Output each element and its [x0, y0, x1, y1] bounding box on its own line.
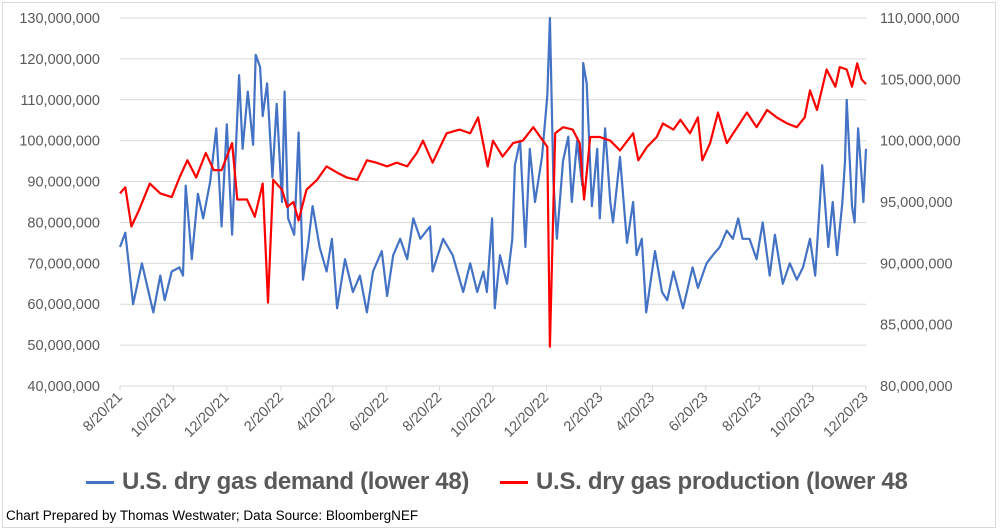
left-y-tick-label: 70,000,000 [27, 256, 100, 272]
x-tick-label: 12/20/23 [821, 390, 872, 441]
legend-item-production: U.S. dry gas production (lower 48 [500, 468, 908, 496]
left-y-tick-label: 50,000,000 [27, 338, 100, 354]
source-note: Chart Prepared by Thomas Westwater; Data… [6, 508, 419, 523]
left-y-tick-label: 90,000,000 [27, 175, 100, 191]
right-y-tick-label: 85,000,000 [880, 318, 953, 334]
demand-series-line [118, 16, 868, 314]
right-y-tick-label: 105,000,000 [880, 72, 961, 88]
left-y-tick-label: 100,000,000 [19, 134, 100, 150]
x-tick-label: 8/20/23 [719, 390, 765, 436]
left-y-tick-label: 110,000,000 [20, 93, 100, 109]
right-y-tick-label: 90,000,000 [880, 256, 953, 272]
x-tick-label: 6/20/22 [346, 390, 392, 436]
legend-swatch-production [500, 480, 528, 484]
left-y-tick-label: 130,000,000 [19, 11, 100, 27]
right-y-tick-label: 100,000,000 [880, 134, 961, 150]
x-tick-label: 2/20/23 [561, 390, 607, 436]
x-tick-label: 10/20/21 [128, 390, 179, 441]
x-tick-label: 8/20/21 [80, 390, 126, 436]
legend: U.S. dry gas demand (lower 48) U.S. dry … [0, 468, 1000, 502]
left-y-tick-label: 40,000,000 [27, 379, 100, 395]
legend-label-demand: U.S. dry gas demand (lower 48) [122, 468, 470, 495]
x-tick-label: 6/20/23 [666, 390, 712, 436]
x-tick-label: 8/20/22 [400, 390, 446, 436]
x-tick-label: 10/20/23 [767, 390, 818, 441]
x-axis: 8/20/21 10/20/21 12/20/21 2/20/22 4/20/22 6/2… [80, 386, 872, 441]
x-tick-label: 4/20/23 [613, 390, 659, 436]
left-y-tick-label: 120,000,000 [19, 52, 100, 68]
x-tick-label: 2/20/22 [241, 390, 287, 436]
legend-swatch-demand [86, 480, 114, 484]
x-tick-label: 12/20/22 [501, 390, 552, 441]
left-y-tick-label: 80,000,000 [27, 215, 100, 231]
right-y-tick-label: 95,000,000 [880, 195, 953, 211]
legend-item-demand: U.S. dry gas demand (lower 48) [86, 468, 469, 496]
x-tick-label: 12/20/21 [181, 390, 232, 441]
legend-label-production: U.S. dry gas production (lower 48 [536, 468, 908, 495]
production-series-line [119, 62, 867, 348]
left-y-tick-label: 60,000,000 [27, 297, 100, 313]
x-tick-label: 4/20/22 [293, 390, 339, 436]
x-tick-label: 10/20/22 [448, 390, 499, 441]
right-y-axis: 80,000,000 85,000,000 90,000,000 95,000,000… [880, 11, 961, 395]
dual-axis-line-chart: 40,000,000 50,000,000 60,000,000 70,000,000… [19, 11, 961, 441]
series-lines [118, 16, 868, 348]
left-y-axis: 40,000,000 50,000,000 60,000,000 70,000,000… [19, 11, 100, 395]
right-y-tick-label: 110,000,000 [880, 11, 960, 27]
gridlines [120, 17, 866, 387]
right-y-tick-label: 80,000,000 [880, 379, 953, 395]
